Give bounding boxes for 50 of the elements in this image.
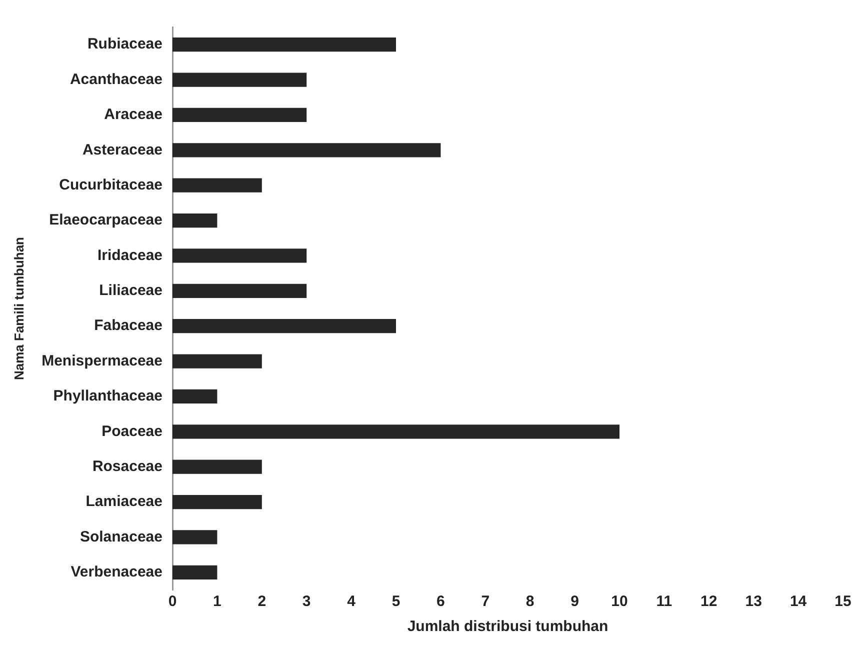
bar	[172, 38, 396, 52]
bar	[172, 494, 262, 510]
x-tick-label: 13	[745, 593, 762, 610]
y-tick-label: Rubiaceae	[87, 36, 162, 53]
bar	[172, 248, 307, 263]
y-tick-label: Poaceae	[102, 422, 162, 440]
bar	[172, 460, 262, 474]
x-tick-label: 11	[656, 593, 672, 610]
y-tick-label: Acanthaceae	[70, 70, 162, 88]
x-tick-label: 3	[302, 593, 311, 610]
x-tick-label: 2	[258, 593, 266, 610]
x-tick-label: 0	[168, 593, 177, 610]
bar	[172, 143, 441, 158]
x-tick-label: 8	[526, 593, 534, 610]
y-tick-label: Rosaceae	[92, 458, 162, 475]
x-tick-label: 6	[436, 593, 445, 610]
x-tick-label: 10	[611, 593, 628, 610]
bar	[172, 565, 218, 580]
bar	[172, 72, 307, 87]
x-tick-label: 5	[392, 593, 400, 610]
y-axis-title: Nama Famili tumbuhan	[11, 236, 26, 380]
y-tick-label: Elaeocarpaceae	[49, 212, 162, 229]
x-tick-label: 4	[347, 593, 356, 610]
x-axis-title: Jumlah distribusi tumbuhan	[407, 618, 608, 636]
y-tick-label: Iridaceae	[97, 246, 162, 264]
x-tick-label: 15	[834, 593, 852, 610]
y-tick-label: Fabaceae	[94, 317, 162, 334]
y-tick-label: Asteraceae	[82, 141, 162, 158]
bar	[172, 178, 262, 192]
x-tick-label: 12	[700, 593, 718, 610]
bar	[172, 389, 218, 404]
x-tick-label: 1	[213, 593, 222, 610]
x-tick-label: 14	[790, 593, 808, 610]
y-tick-label: Phyllanthaceae	[53, 388, 162, 405]
bar	[172, 284, 307, 298]
y-tick-label: Cucurbitaceae	[59, 176, 162, 194]
y-tick-label: Araceae	[104, 106, 162, 124]
bar	[172, 424, 620, 439]
x-tick-label: 9	[570, 593, 579, 610]
bar	[172, 530, 218, 544]
bar	[172, 354, 262, 368]
bar	[172, 213, 218, 228]
y-tick-label: Lamiaceae	[86, 493, 162, 510]
y-tick-label: Solanaceae	[80, 528, 162, 546]
bar	[172, 108, 307, 122]
y-tick-label: Menispermaceae	[42, 352, 162, 370]
y-tick-label: Verbenaceae	[70, 564, 162, 581]
y-tick-label: Liliaceae	[99, 282, 162, 300]
x-tick-label: 7	[481, 593, 490, 610]
bar	[172, 319, 396, 334]
